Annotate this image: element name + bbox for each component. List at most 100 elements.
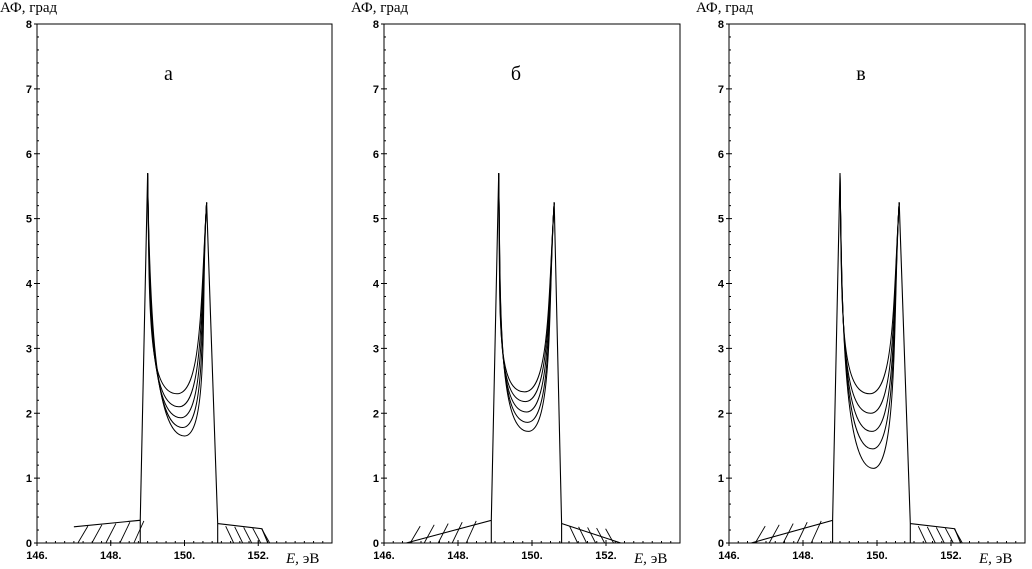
- left-tail-hatch: [77, 525, 89, 544]
- y-tick-label: 6: [373, 149, 379, 161]
- y-axis-label: АФ, град: [0, 0, 58, 16]
- x-axis-unit: эВ: [303, 551, 319, 567]
- x-axis-unit: эВ: [651, 551, 667, 567]
- y-tick-label: 8: [718, 19, 724, 31]
- y-tick-label: 4: [26, 279, 33, 291]
- x-tick-label: 150.: [174, 550, 195, 562]
- right-tail-hatch: [605, 528, 614, 544]
- left-tail-hatch: [133, 520, 145, 544]
- x-tick-label: 150.: [521, 550, 542, 562]
- y-tick-label: 1: [718, 473, 724, 485]
- right-tail-hatch: [944, 527, 954, 544]
- y-tick-label: 8: [26, 19, 32, 31]
- y-tick-label: 1: [26, 473, 32, 485]
- right-tail-hatch: [234, 526, 244, 544]
- y-tick-label: 0: [373, 538, 379, 550]
- y-tick-label: 5: [26, 214, 32, 226]
- right-tail-hatch: [225, 525, 235, 544]
- left-tail-hatch: [754, 525, 766, 544]
- plot-frame: [383, 23, 681, 544]
- y-tick-label: 2: [718, 408, 724, 420]
- left-tail-hatch: [465, 520, 477, 544]
- left-tail-hatch: [451, 522, 463, 544]
- series-curve-5: [147, 173, 208, 437]
- y-tick-label: 4: [373, 279, 380, 291]
- left-tail-hatch: [423, 524, 435, 544]
- panel-label: б: [511, 63, 521, 85]
- x-axis-label: E, эВ: [285, 551, 319, 567]
- left-tail-hatch: [409, 525, 421, 544]
- y-tick-label: 2: [373, 408, 379, 420]
- right-tail-hatch: [926, 526, 936, 544]
- x-tick-label: 146.: [718, 550, 739, 562]
- y-axis-label: АФ, град: [351, 0, 409, 16]
- right-tail-hatch: [953, 528, 963, 544]
- x-axis-variable: E,: [285, 551, 299, 567]
- y-tick-label: 1: [373, 473, 379, 485]
- left-tail-hatch: [782, 523, 794, 544]
- x-tick-label: 152.: [248, 550, 269, 562]
- right-tail-hatch: [243, 527, 253, 544]
- x-axis-variable: E,: [633, 551, 647, 567]
- series-curve-4: [839, 173, 900, 450]
- right-tail-hatch: [587, 527, 597, 544]
- y-tick-label: 5: [718, 214, 724, 226]
- y-tick-label: 7: [26, 84, 32, 96]
- y-tick-label: 7: [373, 84, 379, 96]
- x-tick-label: 152.: [940, 550, 961, 562]
- y-tick-label: 0: [718, 538, 724, 550]
- x-tick-label: 148.: [792, 550, 813, 562]
- chart-panel-1: 0 1 2 3 4 5 6 7 8 146. 148. 150. 152. АФ, град E, эВ а: [0, 0, 333, 567]
- x-axis-label: E, эВ: [633, 551, 667, 567]
- y-tick-label: 6: [26, 149, 32, 161]
- right-tail-hatch: [917, 525, 927, 544]
- x-tick-label: 146.: [373, 550, 394, 562]
- right-tail-hatch: [569, 525, 579, 544]
- chart-panel-3: 0 1 2 3 4 5 6 7 8 146. 148. 150. 152. АФ, град E, эВ в: [696, 0, 1026, 567]
- chart-panel-2: 0 1 2 3 4 5 6 7 8 146. 148. 150. 152. АФ, град E, эВ б: [351, 0, 681, 567]
- right-tail-hatch: [935, 527, 945, 544]
- envelope-line: [406, 173, 627, 544]
- envelope-line: [73, 173, 269, 544]
- left-tail-hatch: [105, 523, 117, 544]
- x-tick-label: 148.: [447, 550, 468, 562]
- y-axis-label: АФ, град: [696, 0, 754, 16]
- envelope-line: [751, 173, 962, 544]
- right-tail-hatch: [261, 528, 271, 544]
- x-tick-label: 146.: [26, 550, 47, 562]
- y-tick-label: 0: [26, 538, 32, 550]
- right-tail-hatch: [252, 527, 262, 544]
- series-curve-3: [147, 173, 208, 419]
- panel-label: в: [856, 63, 865, 85]
- right-tail-hatch: [596, 527, 605, 544]
- panel-label: а: [164, 63, 173, 85]
- y-tick-label: 7: [718, 84, 724, 96]
- x-axis-unit: эВ: [996, 551, 1012, 567]
- series-curve-4: [147, 173, 208, 429]
- x-axis-label: E, эВ: [978, 551, 1012, 567]
- left-tail-hatch: [437, 523, 449, 544]
- x-axis-variable: E,: [978, 551, 992, 567]
- y-tick-label: 8: [373, 19, 379, 31]
- y-tick-label: 4: [718, 279, 725, 291]
- plot-frame: [36, 23, 333, 544]
- y-tick-label: 3: [718, 343, 724, 355]
- x-tick-label: 150.: [866, 550, 887, 562]
- left-tail-hatch: [91, 524, 103, 544]
- y-tick-label: 6: [718, 149, 724, 161]
- x-tick-label: 152.: [595, 550, 616, 562]
- left-tail-hatch: [796, 522, 808, 544]
- series-curve-5: [498, 173, 555, 432]
- right-tail-hatch: [578, 526, 588, 544]
- plot-frame: [728, 23, 1026, 544]
- y-tick-label: 3: [26, 343, 32, 355]
- x-tick-label: 148.: [100, 550, 121, 562]
- left-tail-hatch: [768, 524, 780, 544]
- y-tick-label: 2: [26, 408, 32, 420]
- left-tail-hatch: [810, 520, 822, 544]
- y-tick-label: 5: [373, 214, 379, 226]
- y-tick-label: 3: [373, 343, 379, 355]
- series-curve-2: [498, 173, 555, 403]
- left-tail-hatch: [119, 522, 131, 544]
